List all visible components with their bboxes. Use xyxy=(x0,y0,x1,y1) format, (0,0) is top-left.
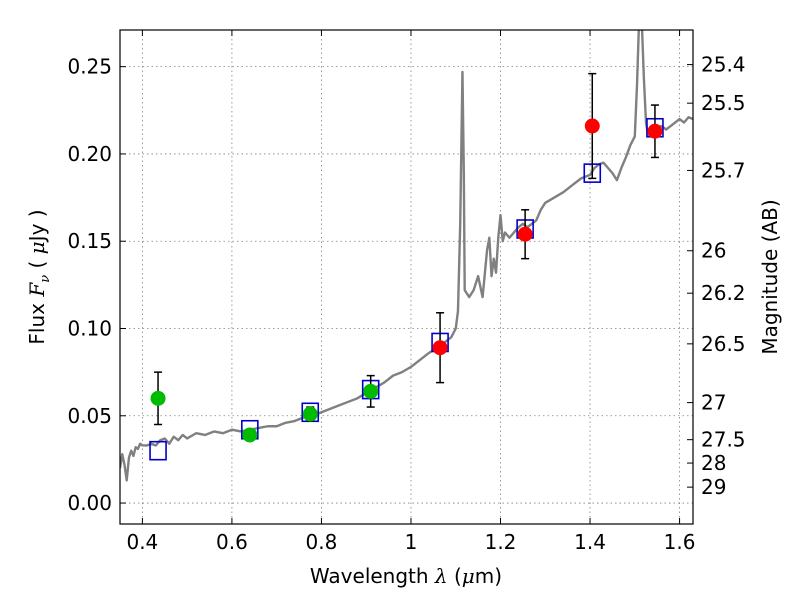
observed-marker-green xyxy=(150,390,166,406)
magnitude-tick-label: 27 xyxy=(701,391,726,415)
observed-point xyxy=(647,104,663,159)
observed-marker-red xyxy=(517,226,533,242)
plot-background xyxy=(120,30,693,524)
y2-axis-label: Magnitude (AB) xyxy=(758,199,782,354)
y-axis-label: Flux Fν ( μJy ) xyxy=(25,209,53,344)
observed-marker-green xyxy=(242,427,258,443)
magnitude-tick-label: 26.2 xyxy=(701,281,746,305)
observed-marker-red xyxy=(584,118,600,134)
y-tick-label: 0.15 xyxy=(67,229,112,253)
plot-frame xyxy=(119,29,694,525)
observed-point xyxy=(584,72,600,180)
x-axis-label: Wavelength λ (μm) xyxy=(310,564,502,588)
spectrum-line xyxy=(120,30,693,482)
observed-point xyxy=(432,312,448,384)
y-tick-label: 0.00 xyxy=(67,491,112,515)
observed-marker-red xyxy=(432,340,448,356)
observed-marker-green xyxy=(302,406,318,422)
magnitude-tick-label: 25.5 xyxy=(701,91,746,115)
model-photometry-box xyxy=(149,440,167,461)
x-tick-label: 0.4 xyxy=(126,530,158,554)
y-tick-label: 0.10 xyxy=(67,316,112,340)
observed-point xyxy=(150,371,166,426)
observed-marker-green xyxy=(363,383,379,399)
y-tick-label: 0.25 xyxy=(67,55,112,79)
x-tick-label: 1.4 xyxy=(574,530,606,554)
magnitude-tick-label: 25.4 xyxy=(701,53,746,77)
x-tick-label: 1.2 xyxy=(485,530,517,554)
grid-lines xyxy=(120,30,693,524)
observed-point xyxy=(242,427,258,443)
magnitude-tick-label: 27.5 xyxy=(701,428,746,452)
observed-marker-red xyxy=(647,123,663,139)
magnitude-tick-label: 28 xyxy=(701,451,726,475)
observed-point xyxy=(302,406,318,422)
observed-photometry xyxy=(150,72,663,443)
x-tick-label: 1.6 xyxy=(664,530,696,554)
observed-point xyxy=(517,209,533,260)
observed-point xyxy=(363,374,379,408)
x-tick-label: 0.8 xyxy=(306,530,338,554)
x-tick-label: 1 xyxy=(405,530,418,554)
magnitude-tick-label: 25.7 xyxy=(701,158,746,182)
magnitude-tick-label: 26 xyxy=(701,239,726,263)
y-tick-label: 0.20 xyxy=(67,142,112,166)
model-spectrum xyxy=(120,30,693,482)
axis-ticks: 0.4 0.6 0.8 1 1.2 1.4 1.6 0.00 0.05 0.10 0.15 0.20 0… xyxy=(67,30,746,554)
x-tick-label: 0.6 xyxy=(216,530,248,554)
magnitude-tick-label: 29 xyxy=(701,475,726,499)
y-tick-label: 0.05 xyxy=(67,404,112,428)
magnitude-tick-label: 26.5 xyxy=(701,332,746,356)
